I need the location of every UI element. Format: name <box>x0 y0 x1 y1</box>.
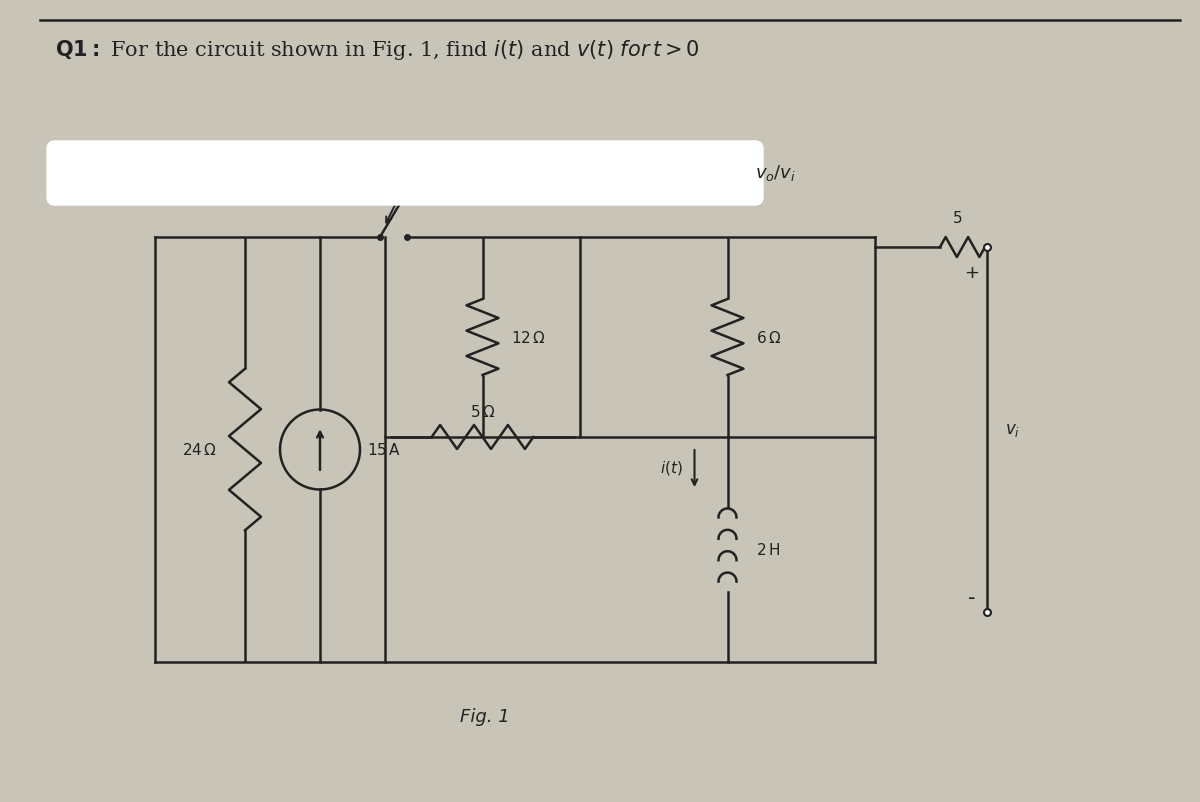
Text: $15\,\mathrm{A}$: $15\,\mathrm{A}$ <box>367 442 401 458</box>
Text: ruit one: ruit one <box>554 166 610 180</box>
Text: $12\,\Omega$: $12\,\Omega$ <box>510 330 546 346</box>
Text: -: - <box>968 587 976 607</box>
Text: $24\,\Omega$: $24\,\Omega$ <box>182 442 217 458</box>
FancyBboxPatch shape <box>47 142 763 206</box>
Text: +: + <box>965 264 979 282</box>
Text: $v_i$: $v_i$ <box>1004 421 1020 439</box>
Text: $5\,\Omega$: $5\,\Omega$ <box>470 403 496 419</box>
Text: $v_o/v_i$: $v_o/v_i$ <box>755 163 796 183</box>
Text: $i(t)$: $i(t)$ <box>660 459 683 476</box>
Text: 5: 5 <box>953 211 962 225</box>
Text: Fig. 1: Fig. 1 <box>460 707 510 725</box>
Text: $2\,\mathrm{H}$: $2\,\mathrm{H}$ <box>756 542 780 558</box>
Text: $t=0$: $t=0$ <box>371 164 407 180</box>
Text: $6\,\Omega$: $6\,\Omega$ <box>756 330 781 346</box>
Text: $\mathbf{Q1:}$ For the circuit shown in Fig. 1, find $i(t)$ and $v(t)$ $for\, t : $\mathbf{Q1:}$ For the circuit shown in … <box>55 38 700 62</box>
